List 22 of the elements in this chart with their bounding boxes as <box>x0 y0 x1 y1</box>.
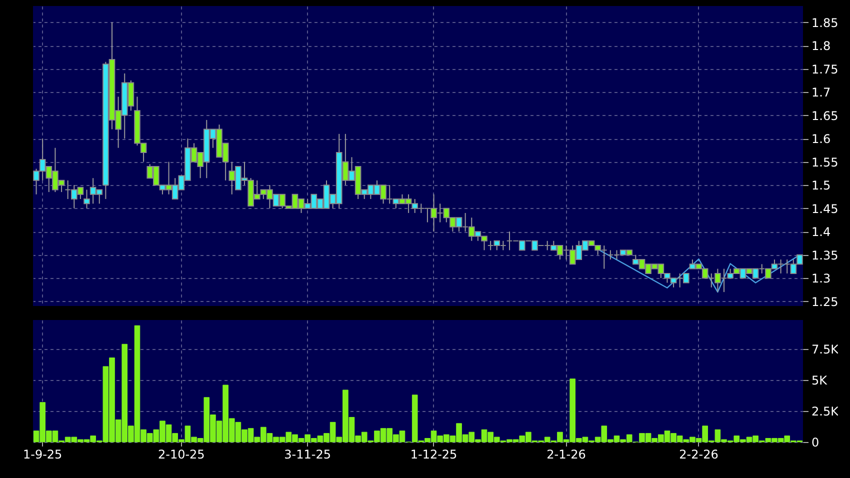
y-tick-label: 1.3 <box>812 272 831 286</box>
x-tick-label: 2-10-25 <box>158 448 205 462</box>
x-tick-label: 2-2-26 <box>679 448 718 462</box>
candlestick <box>84 189 90 209</box>
y-tick-label: 1.8 <box>812 39 831 54</box>
y-tick-label: 1.65 <box>812 108 838 123</box>
y-tick-label: 1.5 <box>812 178 831 193</box>
y-tick-label: 1.75 <box>812 62 838 76</box>
x-tick-label: 3-11-25 <box>284 448 332 462</box>
y-tick-label: 1.25 <box>812 294 838 309</box>
y-tick-label: 5K <box>812 374 828 388</box>
y-tick-label: 1.35 <box>812 248 838 262</box>
y-tick-label: 1.7 <box>812 86 831 100</box>
y-tick-label: 0 <box>812 436 820 450</box>
y-tick-label: 1.6 <box>812 132 831 146</box>
x-tick-label: 1-9-25 <box>22 448 62 462</box>
y-tick-label: 1.85 <box>812 16 838 30</box>
y-tick-label: 1.4 <box>812 225 831 240</box>
x-tick-label: 2-1-26 <box>546 448 586 462</box>
y-tick-label: 1.55 <box>812 155 838 170</box>
y-tick-label: 1.45 <box>812 202 838 216</box>
x-tick-label: 1-12-25 <box>410 448 458 462</box>
